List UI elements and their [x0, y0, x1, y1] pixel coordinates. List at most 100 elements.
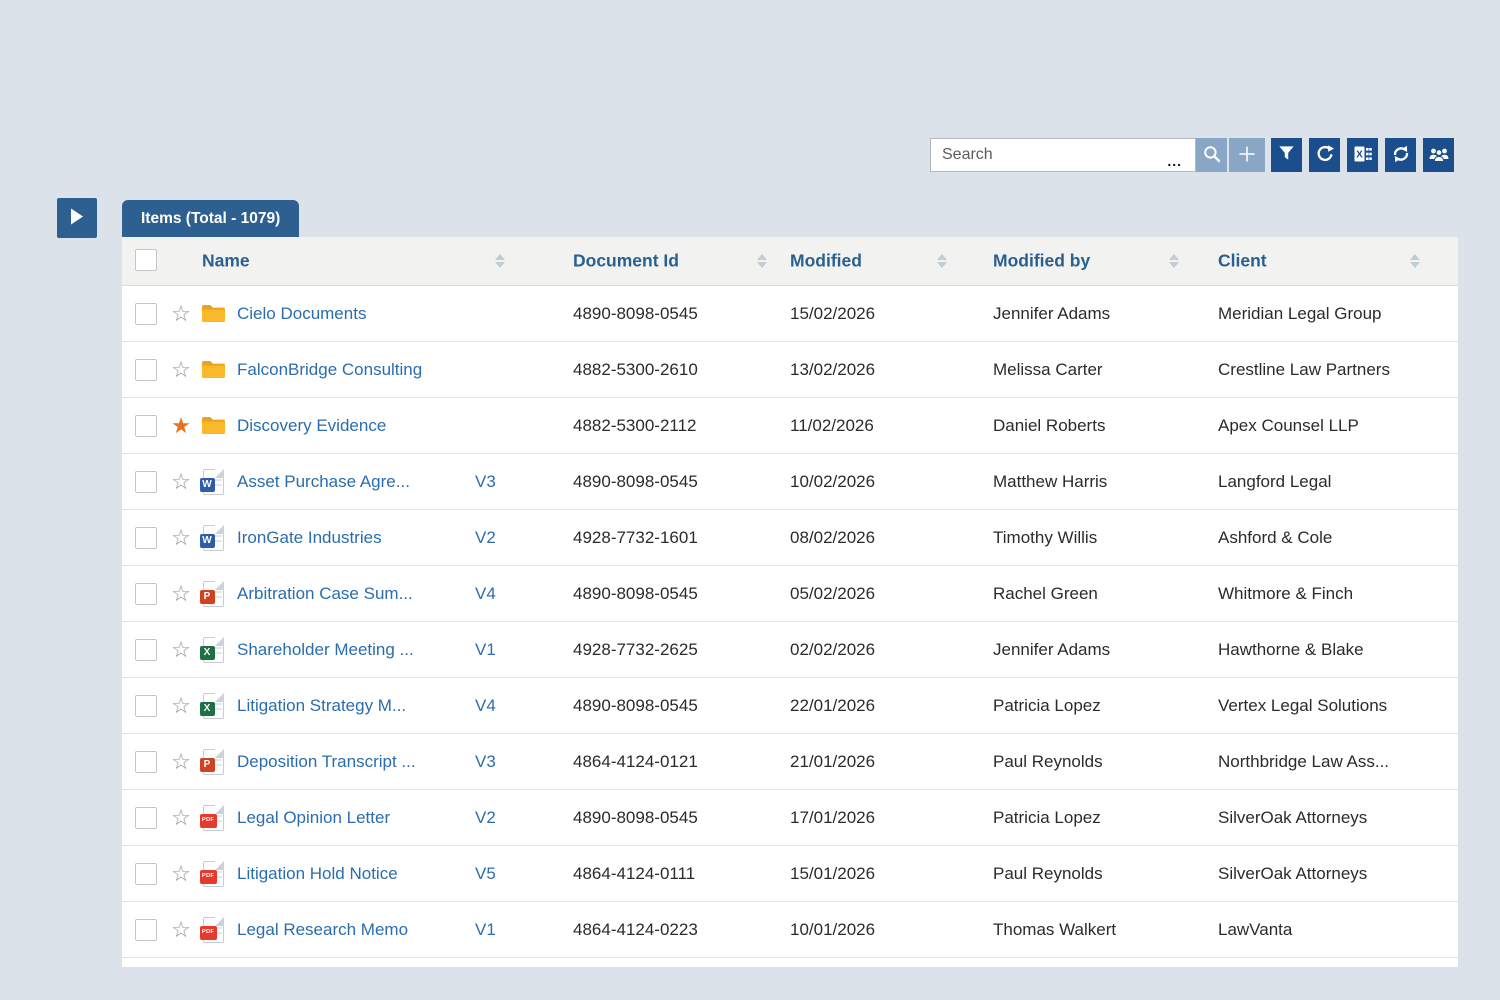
table-row[interactable]: ☆ Cielo Documents 4890-8098-0545 15/02/2…	[122, 286, 1458, 342]
document-name-link[interactable]: Legal Opinion Letter	[237, 808, 390, 827]
document-name-link[interactable]: Deposition Transcript ...	[237, 752, 416, 771]
pdf-file-icon: PDF	[203, 917, 224, 943]
search-input[interactable]	[930, 138, 1196, 172]
column-header-name[interactable]: Name	[202, 251, 250, 272]
row-checkbox[interactable]	[135, 639, 157, 661]
table-row[interactable]: ☆ W IronGate Industries V2 4928-7732-160…	[122, 510, 1458, 566]
document-id-cell: 4882-5300-2610	[570, 360, 787, 380]
funnel-icon	[1277, 144, 1296, 166]
column-header-document-id[interactable]: Document Id	[573, 251, 679, 272]
document-id-cell: 4864-4124-0111	[570, 864, 787, 884]
version-link[interactable]: V3	[475, 752, 496, 771]
favorite-star-icon[interactable]: ☆	[171, 583, 191, 605]
modified-by-cell: Paul Reynolds	[990, 864, 1215, 884]
table-row[interactable]: ☆ PDF Legal Research Memo V1 4864-4124-0…	[122, 902, 1458, 958]
version-link[interactable]: V4	[475, 584, 496, 603]
modified-by-cell: Patricia Lopez	[990, 808, 1215, 828]
client-cell: SilverOak Attorneys	[1215, 864, 1458, 884]
modified-by-cell: Thomas Walkert	[990, 920, 1215, 940]
documents-table: Name Document Id Modified Modified by Cl…	[122, 237, 1458, 967]
version-link[interactable]: V3	[475, 472, 496, 491]
modified-date-cell: 21/01/2026	[787, 752, 990, 772]
search-button[interactable]	[1196, 138, 1227, 172]
document-name-link[interactable]: Asset Purchase Agre...	[237, 472, 410, 491]
row-checkbox[interactable]	[135, 919, 157, 941]
document-name-link[interactable]: Legal Research Memo	[237, 920, 408, 939]
document-name-link[interactable]: Litigation Hold Notice	[237, 864, 398, 883]
client-cell: Crestline Law Partners	[1215, 360, 1458, 380]
row-checkbox[interactable]	[135, 863, 157, 885]
favorite-star-icon[interactable]: ☆	[171, 863, 191, 885]
favorite-star-icon[interactable]: ☆	[171, 807, 191, 829]
table-row[interactable]: ☆ PDF Litigation Hold Notice V5 4864-412…	[122, 846, 1458, 902]
row-checkbox[interactable]	[135, 751, 157, 773]
favorite-star-icon[interactable]: ☆	[171, 303, 191, 325]
table-row[interactable]: ☆ W Asset Purchase Agre... V3 4890-8098-…	[122, 454, 1458, 510]
sort-client-icon[interactable]	[1410, 254, 1420, 268]
row-checkbox[interactable]	[135, 303, 157, 325]
version-link[interactable]: V1	[475, 920, 496, 939]
table-row[interactable]: ☆ PDF Legal Opinion Letter V2 4890-8098-…	[122, 790, 1458, 846]
table-row[interactable]: ★ Discovery Evidence 4882-5300-2112 11/0…	[122, 398, 1458, 454]
version-link[interactable]: V5	[475, 864, 496, 883]
users-button[interactable]	[1423, 138, 1454, 172]
row-checkbox[interactable]	[135, 583, 157, 605]
row-checkbox[interactable]	[135, 415, 157, 437]
document-name-link[interactable]: FalconBridge Consulting	[237, 360, 422, 379]
table-row[interactable]: ☆ P Deposition Transcript ... V3 4864-41…	[122, 734, 1458, 790]
add-button[interactable]	[1229, 138, 1265, 172]
sort-modified-by-icon[interactable]	[1169, 254, 1179, 268]
sync-button[interactable]	[1385, 138, 1416, 172]
favorite-star-icon[interactable]: ☆	[171, 527, 191, 549]
document-id-cell: 4890-8098-0545	[570, 696, 787, 716]
document-name-link[interactable]: Litigation Strategy M...	[237, 696, 406, 715]
client-cell: SilverOak Attorneys	[1215, 808, 1458, 828]
document-name-link[interactable]: Cielo Documents	[237, 304, 366, 323]
version-link[interactable]: V4	[475, 696, 496, 715]
version-link[interactable]: V2	[475, 528, 496, 547]
table-row[interactable]: ☆ P Arbitration Case Sum... V4 4890-8098…	[122, 566, 1458, 622]
row-checkbox[interactable]	[135, 359, 157, 381]
document-name-link[interactable]: Shareholder Meeting ...	[237, 640, 414, 659]
modified-date-cell: 15/02/2026	[787, 304, 990, 324]
refresh-button[interactable]	[1309, 138, 1340, 172]
modified-date-cell: 02/02/2026	[787, 640, 990, 660]
row-checkbox[interactable]	[135, 695, 157, 717]
version-link[interactable]: V1	[475, 640, 496, 659]
favorite-star-icon[interactable]: ☆	[171, 639, 191, 661]
modified-date-cell: 15/01/2026	[787, 864, 990, 884]
pdf-file-icon: PDF	[203, 861, 224, 887]
column-header-modified-by[interactable]: Modified by	[993, 251, 1090, 272]
row-checkbox[interactable]	[135, 471, 157, 493]
column-header-modified[interactable]: Modified	[790, 251, 862, 272]
search-options-dots[interactable]: ...	[1167, 154, 1182, 168]
favorite-star-icon[interactable]: ☆	[171, 695, 191, 717]
favorite-star-icon[interactable]: ★	[171, 415, 191, 437]
excel-export-button[interactable]: X	[1347, 138, 1378, 172]
table-row[interactable]: ☆ FalconBridge Consulting 4882-5300-2610…	[122, 342, 1458, 398]
sort-name-icon[interactable]	[495, 254, 505, 268]
favorite-star-icon[interactable]: ☆	[171, 359, 191, 381]
favorite-star-icon[interactable]: ☆	[171, 751, 191, 773]
plus-icon	[1237, 144, 1257, 167]
sort-document-id-icon[interactable]	[757, 254, 767, 268]
table-row[interactable]: ☆ X Litigation Strategy M... V4 4890-809…	[122, 678, 1458, 734]
people-icon	[1428, 144, 1450, 167]
document-name-link[interactable]: Discovery Evidence	[237, 416, 386, 435]
version-link[interactable]: V2	[475, 808, 496, 827]
expand-panel-button[interactable]	[57, 198, 97, 238]
row-checkbox[interactable]	[135, 527, 157, 549]
client-cell: LawVanta	[1215, 920, 1458, 940]
items-tab[interactable]: Items (Total - 1079)	[122, 200, 299, 237]
favorite-star-icon[interactable]: ☆	[171, 471, 191, 493]
favorite-star-icon[interactable]: ☆	[171, 919, 191, 941]
document-name-link[interactable]: IronGate Industries	[237, 528, 382, 547]
filter-button[interactable]	[1271, 138, 1302, 172]
client-cell: Langford Legal	[1215, 472, 1458, 492]
table-row[interactable]: ☆ X Shareholder Meeting ... V1 4928-7732…	[122, 622, 1458, 678]
column-header-client[interactable]: Client	[1218, 251, 1267, 272]
select-all-checkbox[interactable]	[135, 249, 157, 271]
sort-modified-icon[interactable]	[937, 254, 947, 268]
document-name-link[interactable]: Arbitration Case Sum...	[237, 584, 413, 603]
row-checkbox[interactable]	[135, 807, 157, 829]
